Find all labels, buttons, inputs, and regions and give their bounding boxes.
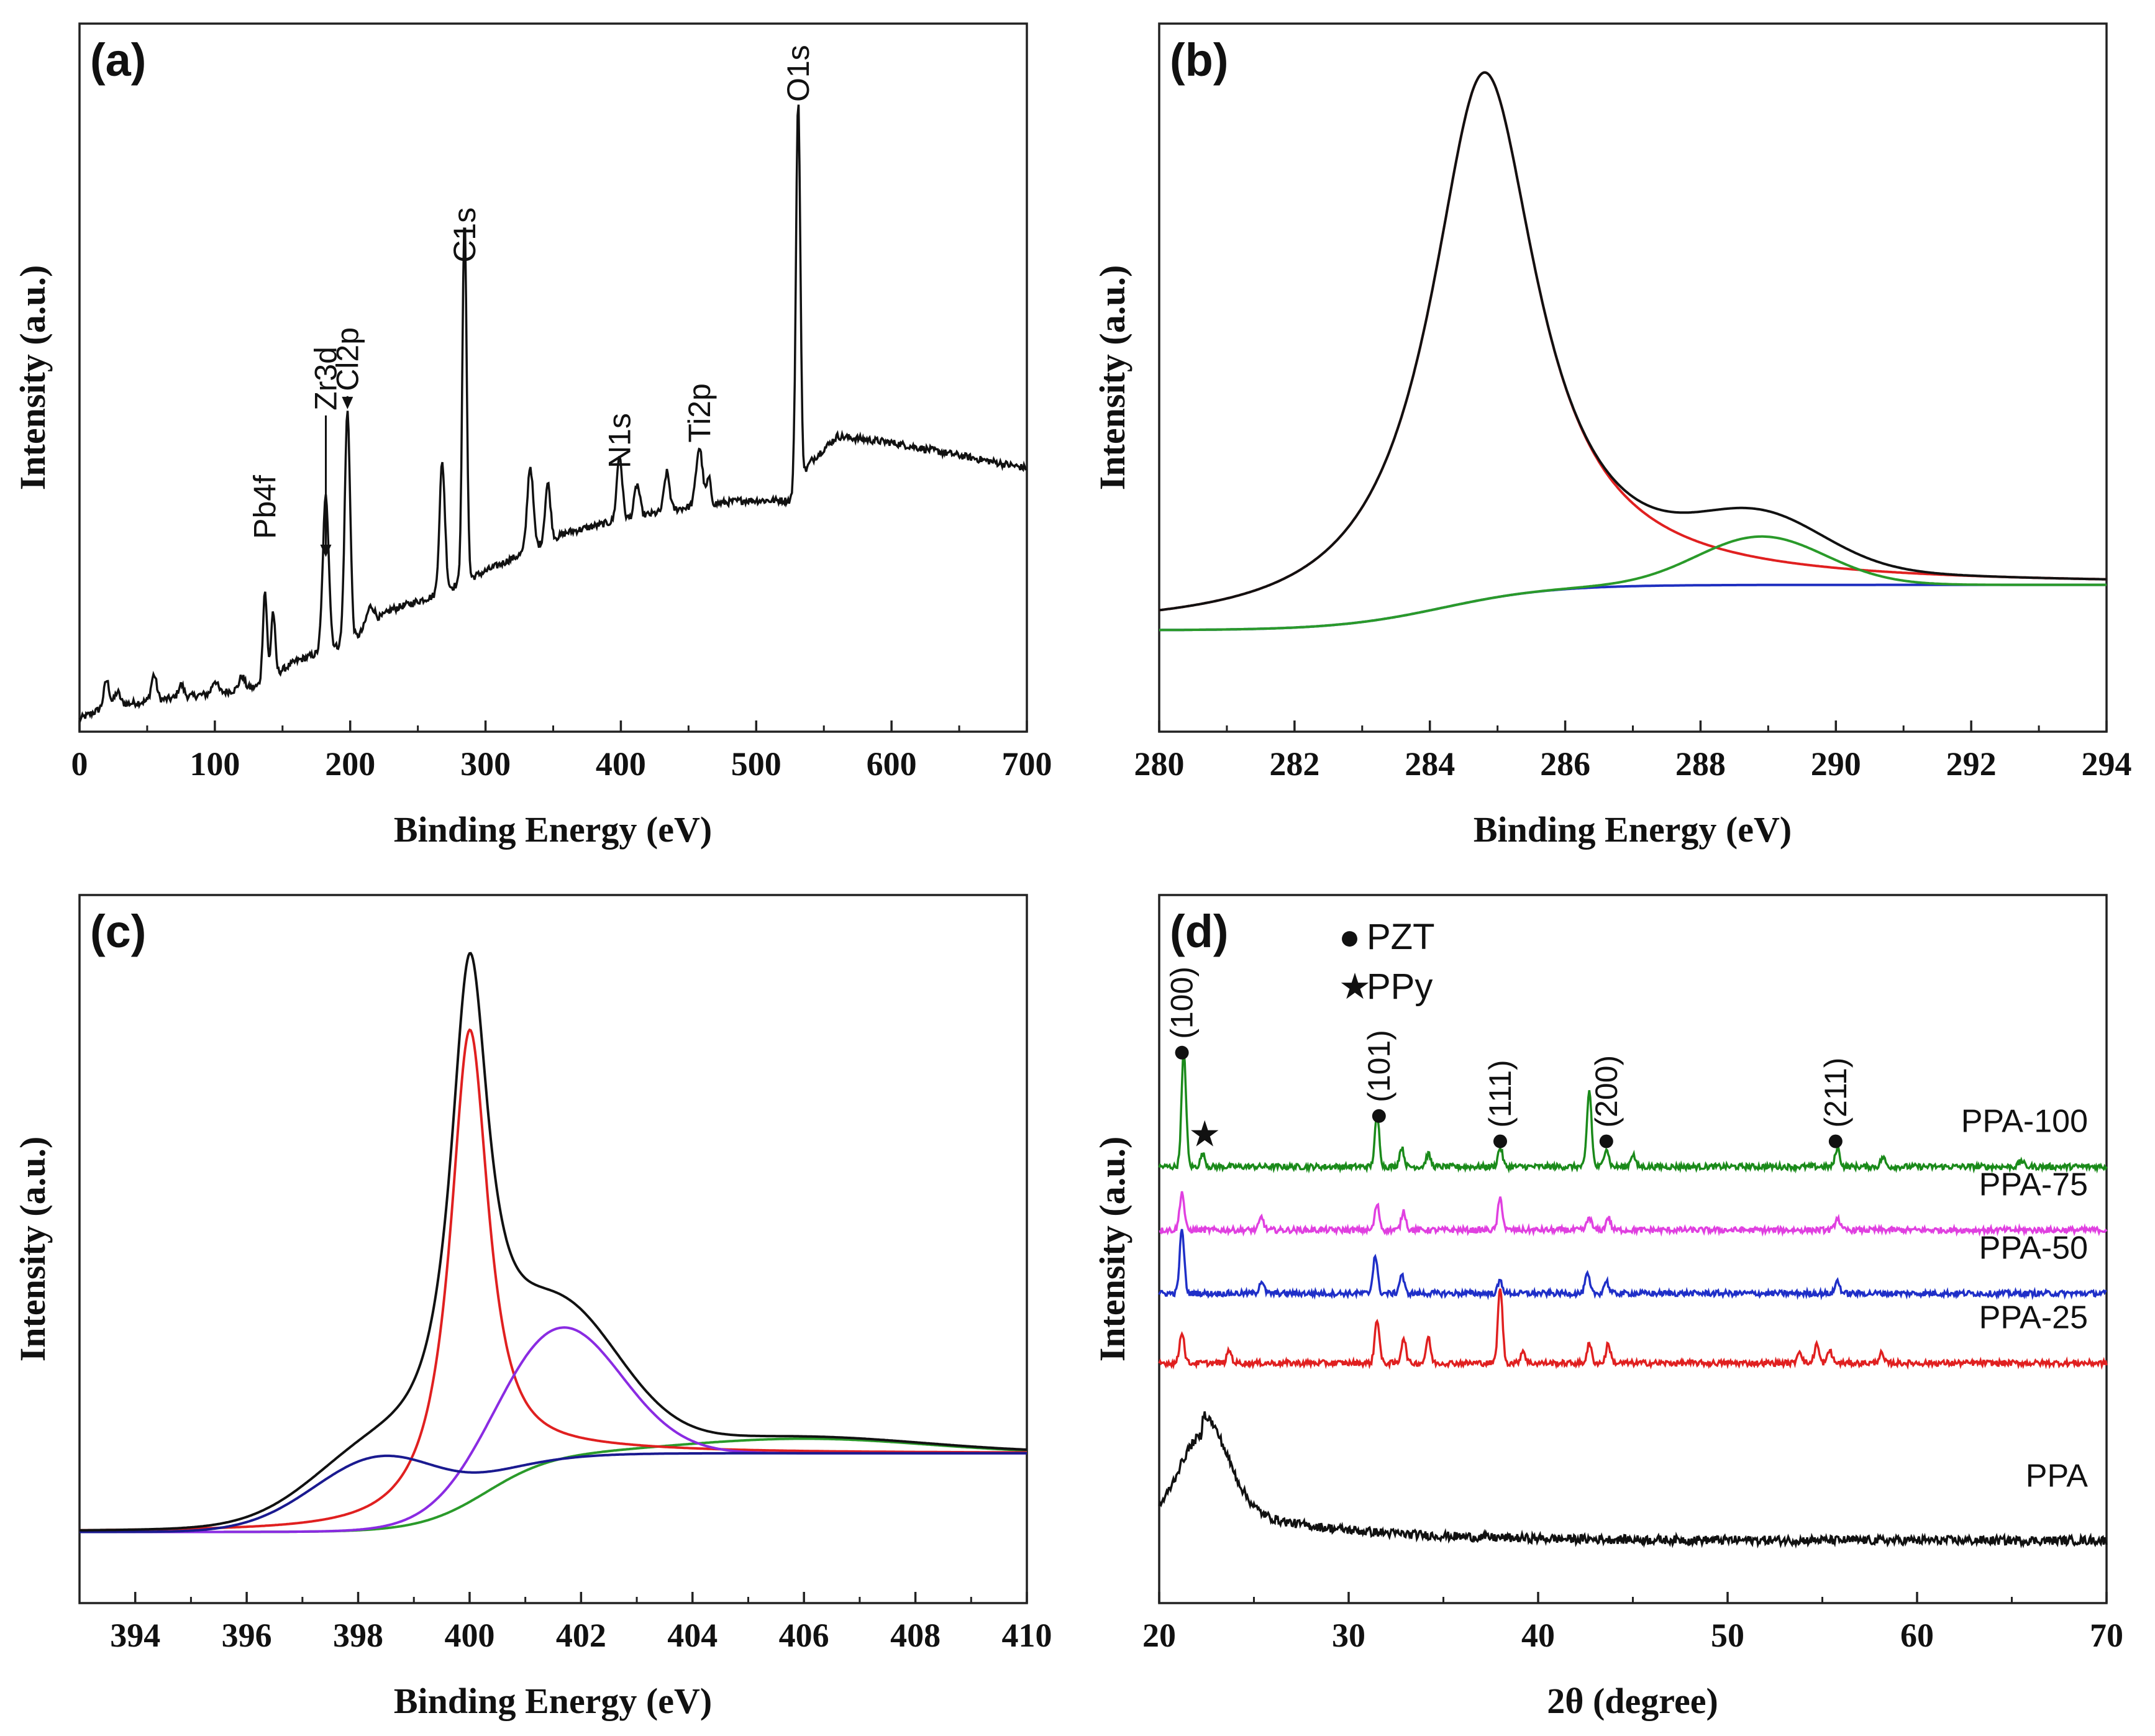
x-tick-label-b: 284 (1405, 745, 1455, 783)
x-axis-d: 20 30 40 50 60 70 (1142, 1592, 2123, 1654)
panel-label-d: (d) (1170, 906, 1229, 957)
peak-annotation: C1s (447, 207, 482, 263)
x-axis-b: 280 282 284 286 288 290 292 294 (1134, 720, 2132, 783)
plot-frame-c (78, 894, 1028, 1604)
pzt-peak-marker (1599, 1134, 1613, 1148)
miller-index-label: (101) (1362, 1030, 1396, 1102)
x-tick-label-d: 20 (1142, 1617, 1176, 1654)
x-tick-label-c: 400 (444, 1617, 494, 1654)
x-tick-label-c: 406 (779, 1617, 829, 1654)
x-tick-label-d: 40 (1521, 1617, 1555, 1654)
legend-label-pzt: PZT (1367, 917, 1435, 957)
x-tick-label-c: 404 (667, 1617, 718, 1654)
x-tick-label-a: 100 (189, 745, 240, 783)
panel-b: (b) Binding Energy (eV) Intensity (a.u.) (1092, 22, 2108, 850)
y-axis-title-b: Intensity (a.u.) (1092, 265, 1132, 491)
pzt-peak-marker (1372, 1109, 1386, 1123)
annotation-arrow-head (342, 396, 353, 409)
peak-annotation: Cl2p (330, 327, 365, 391)
x-tick-label-c: 394 (110, 1617, 160, 1654)
sample-label: PPA-25 (1979, 1300, 2088, 1336)
sample-label: PPA-50 (1979, 1230, 2088, 1266)
ppy-peak-marker: ★ (1188, 1114, 1221, 1154)
x-tick-label-a: 500 (731, 745, 781, 783)
series-ppa-25 (1158, 1288, 2108, 1370)
x-tick-label-b: 282 (1269, 745, 1319, 783)
x-axis-title-d: 2θ (degree) (1547, 1681, 1718, 1721)
peak-annotation: Zr3d (309, 347, 344, 411)
series-ppa (1158, 1411, 2108, 1549)
miller-index-label: (211) (1818, 1058, 1853, 1128)
panel-label-a: (a) (90, 34, 146, 86)
x-axis-title-c: Binding Energy (eV) (394, 1681, 712, 1721)
x-tick-label-b: 294 (2082, 745, 2132, 783)
pzt-peak-marker (1828, 1134, 1843, 1148)
pzt-peak-marker (1493, 1134, 1507, 1148)
x-tick-label-c: 402 (556, 1617, 606, 1654)
series-envelope (1159, 71, 2107, 612)
x-axis-title-a: Binding Energy (eV) (394, 809, 712, 850)
x-tick-label-d: 70 (2090, 1617, 2123, 1654)
x-tick-label-c: 398 (333, 1617, 383, 1654)
x-tick-label-b: 288 (1675, 745, 1726, 783)
pzt-peak-marker (1175, 1045, 1189, 1060)
y-axis-title-d: Intensity (a.u.) (1092, 1137, 1132, 1362)
x-tick-label-c: 410 (1002, 1617, 1052, 1654)
x-tick-label-b: 280 (1134, 745, 1185, 783)
series-envelope (80, 952, 1027, 1532)
sample-label: PPA-75 (1979, 1166, 2088, 1202)
x-axis-title-b: Binding Energy (eV) (1474, 809, 1792, 850)
x-tick-label-a: 0 (71, 745, 88, 783)
x-tick-label-b: 290 (1811, 745, 1861, 783)
peak-annotation: Pb4f (247, 475, 282, 539)
panel-d: (d) 2θ (degree) Intensity (a.u.) ● PZT ★… (1092, 894, 2108, 1721)
miller-index-label: (200) (1589, 1055, 1624, 1128)
x-tick-label-a: 200 (325, 745, 375, 783)
peak-annotation: Ti2p (682, 383, 717, 442)
x-tick-label-a: 600 (867, 745, 917, 783)
x-tick-label-b: 286 (1540, 745, 1590, 783)
panel-label-c: (c) (90, 906, 146, 957)
x-tick-label-d: 30 (1332, 1617, 1365, 1654)
series-n1s-400-0 (80, 1028, 1027, 1532)
x-tick-label-c: 408 (890, 1617, 941, 1654)
x-tick-label-a: 400 (596, 745, 646, 783)
series-c1s-shoulder (1159, 535, 2107, 632)
x-tick-label-d: 60 (1900, 1617, 1934, 1654)
series-ppa-100 (1158, 1050, 2108, 1174)
sample-label: PPA (2026, 1458, 2089, 1494)
peak-annotation: N1s (602, 413, 637, 468)
annotation-arrow-head (320, 544, 332, 557)
x-tick-label-d: 50 (1711, 1617, 1744, 1654)
series-ppa-75 (1159, 1191, 2108, 1237)
series-n1s-398-4 (80, 1452, 1027, 1534)
series-survey (78, 104, 1027, 723)
x-axis-a: 0 100 200 300 400 500 600 700 (71, 720, 1052, 783)
x-tick-label-a: 700 (1002, 745, 1052, 783)
y-axis-title-c: Intensity (a.u.) (12, 1137, 53, 1362)
peak-labels-d: (100) (101) (111) (200) (211) (1165, 966, 1853, 1148)
peak-annotation: O1s (781, 45, 816, 102)
miller-index-label: (111) (1483, 1060, 1518, 1127)
x-tick-label-c: 396 (222, 1617, 272, 1654)
y-axis-title-a: Intensity (a.u.) (12, 265, 53, 491)
x-tick-label-b: 292 (1946, 745, 1997, 783)
series-ppa-50 (1158, 1229, 2107, 1301)
legend-label-ppy: PPy (1367, 966, 1433, 1007)
x-axis-c: 394 396 398 400 402 404 406 408 410 (110, 1592, 1052, 1654)
panel-label-b: (b) (1170, 34, 1229, 86)
sample-label: PPA-100 (1961, 1103, 2088, 1139)
legend-marker-pzt: ● (1339, 917, 1360, 957)
miller-index-label: (100) (1165, 966, 1200, 1039)
legend-marker-ppy: ★ (1339, 966, 1371, 1007)
panel-c: (c) Binding Energy (eV) Intensity (a.u.) (12, 894, 1028, 1721)
x-tick-label-a: 300 (460, 745, 511, 783)
